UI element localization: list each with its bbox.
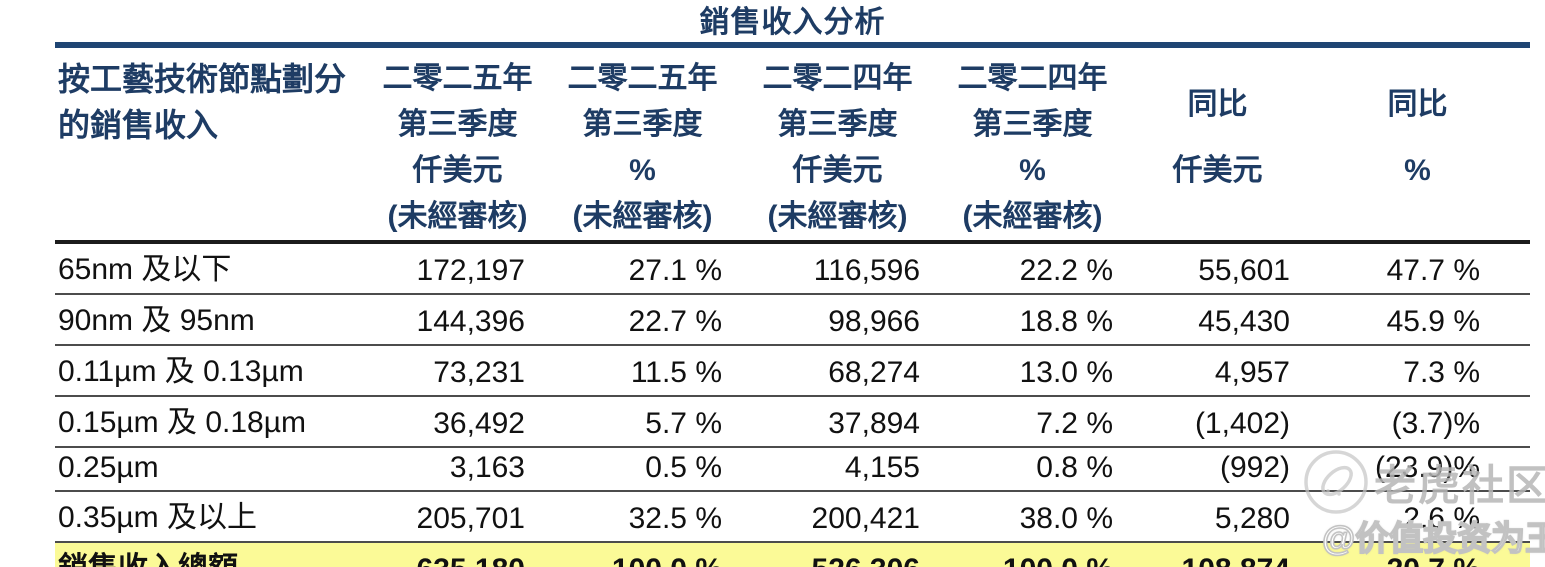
cell-2024q3-pct: 18.8 %: [1019, 305, 1113, 338]
cell-2025q3-pct: 22.7 %: [628, 305, 722, 338]
row-label: 0.25µm: [58, 451, 159, 484]
col-header-category-line2: 的銷售收入: [58, 107, 219, 143]
cell-yoy-usd: 55,601: [1198, 254, 1290, 287]
row-label: 0.11µm 及 0.13µm: [58, 355, 304, 388]
cell-2024q3-pct: 13.0 %: [1019, 356, 1113, 389]
cell-2025q3-usd: 172,197: [416, 254, 525, 287]
total-2024q3-pct: 100.0 %: [935, 542, 1130, 567]
row-label: 90nm 及 95nm: [58, 304, 255, 337]
cell-2025q3-usd: 205,701: [416, 502, 525, 535]
col-header-2024q3-pct: 二零二四年 第三季度 % (未經審核): [957, 62, 1108, 233]
total-2025q3-pct: 100.0 %: [545, 542, 740, 567]
cell-2025q3-pct: 11.5 %: [630, 356, 722, 389]
cell-2025q3-usd: 144,396: [416, 305, 525, 338]
total-yoy-pct: 20.7 %: [1305, 542, 1530, 567]
cell-2024q3-usd: 68,274: [828, 356, 920, 389]
total-2024q3-usd: 526,306: [740, 542, 935, 567]
cell-2024q3-pct: 22.2 %: [1019, 254, 1113, 287]
cell-2025q3-pct: 27.1 %: [628, 254, 722, 287]
cell-yoy-pct: 45.9 %: [1386, 305, 1480, 338]
cell-yoy-usd: 4,957: [1214, 356, 1290, 389]
revenue-table: 按工藝技術節點劃分 的銷售收入 二零二五年 第三季度 仟美元 (未經審核) 二零…: [55, 48, 1530, 567]
cell-2024q3-pct: 38.0 %: [1019, 502, 1113, 535]
total-2025q3-usd: 635,180: [370, 542, 545, 567]
total-yoy-usd: 108,874: [1130, 542, 1305, 567]
cell-2025q3-usd: 73,231: [433, 356, 525, 389]
table-row: 0.35µm 及以上 205,701 32.5 % 200,421 38.0 %…: [55, 491, 1530, 542]
col-header-category: 按工藝技術節點劃分 的銷售收入: [55, 48, 370, 242]
cell-2025q3-pct: 0.5 %: [645, 451, 722, 484]
table-row: 0.25µm 3,163 0.5 % 4,155 0.8 % (992) (23…: [55, 447, 1530, 491]
cell-2024q3-pct: 7.2 %: [1036, 407, 1113, 440]
cell-yoy-usd: 45,430: [1198, 305, 1290, 338]
cell-2024q3-usd: 4,155: [844, 451, 920, 484]
cell-yoy-pct: (23.9)%: [1374, 451, 1480, 484]
cell-2024q3-usd: 37,894: [828, 407, 920, 440]
cell-yoy-pct: (3.7)%: [1391, 407, 1480, 440]
col-header-yoy-usd: 同比 仟美元: [1172, 88, 1263, 187]
col-header-2024q3-usd: 二零二四年 第三季度 仟美元 (未經審核): [762, 62, 913, 233]
header-row: 按工藝技術節點劃分 的銷售收入 二零二五年 第三季度 仟美元 (未經審核) 二零…: [55, 48, 1530, 242]
cell-2024q3-usd: 116,596: [813, 254, 920, 287]
total-row-label: 銷售收入總額: [55, 542, 370, 567]
cell-2024q3-pct: 0.8 %: [1036, 451, 1113, 484]
sales-revenue-report: 銷售收入分析 按工藝技術節點劃分 的銷售收入 二零二五年 第三季度 仟美元 (未…: [55, 0, 1530, 567]
title-divider: [55, 42, 1530, 48]
table-row: 90nm 及 95nm 144,396 22.7 % 98,966 18.8 %…: [55, 294, 1530, 345]
page-title: 銷售收入分析: [699, 6, 886, 39]
cell-yoy-pct: 7.3 %: [1403, 356, 1480, 389]
cell-2025q3-pct: 32.5 %: [628, 502, 722, 535]
row-label: 65nm 及以下: [58, 253, 232, 286]
table-row: 0.15µm 及 0.18µm 36,492 5.7 % 37,894 7.2 …: [55, 396, 1530, 447]
col-header-2025q3-pct: 二零二五年 第三季度 % (未經審核): [567, 62, 718, 233]
cell-yoy-pct: 2.6 %: [1403, 502, 1480, 535]
row-label: 0.35µm 及以上: [58, 501, 257, 534]
total-row: 銷售收入總額 635,180 100.0 % 526,306 100.0 % 1…: [55, 542, 1530, 567]
cell-yoy-pct: 47.7 %: [1386, 254, 1480, 287]
cell-yoy-usd: (1,402): [1194, 407, 1290, 440]
cell-2025q3-usd: 3,163: [449, 451, 525, 484]
col-header-yoy-pct: 同比 %: [1387, 88, 1448, 187]
col-header-2025q3-usd: 二零二五年 第三季度 仟美元 (未經審核): [382, 62, 533, 233]
cell-2025q3-usd: 36,492: [433, 407, 525, 440]
cell-yoy-usd: 5,280: [1214, 502, 1290, 535]
cell-2024q3-usd: 98,966: [828, 305, 920, 338]
row-label: 0.15µm 及 0.18µm: [58, 406, 306, 439]
cell-yoy-usd: (992): [1219, 451, 1290, 484]
table-row: 65nm 及以下 172,197 27.1 % 116,596 22.2 % 5…: [55, 242, 1530, 294]
cell-2025q3-pct: 5.7 %: [645, 407, 722, 440]
col-header-category-line1: 按工藝技術節點劃分: [58, 61, 347, 97]
table-row: 0.11µm 及 0.13µm 73,231 11.5 % 68,274 13.…: [55, 345, 1530, 396]
cell-2024q3-usd: 200,421: [811, 502, 920, 535]
